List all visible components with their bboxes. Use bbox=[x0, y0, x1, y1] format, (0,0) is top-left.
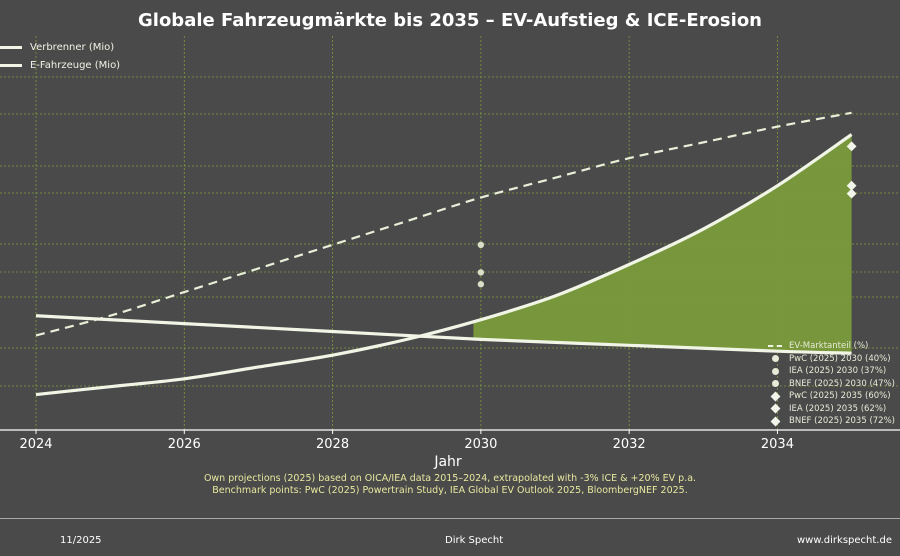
x-tick-label: 2024 bbox=[19, 437, 52, 452]
x-axis-label: Jahr bbox=[433, 454, 462, 470]
legend-label: IEA (2025) 2035 (62%) bbox=[789, 403, 887, 414]
footer-date: 11/2025 bbox=[60, 535, 102, 546]
benchmark-point bbox=[477, 281, 485, 288]
series-line-ev-share bbox=[35, 111, 852, 337]
legend-right: EV-Marktanteil (%) PwC (2025) 2030 (40%)… bbox=[767, 340, 895, 428]
benchmark-diamond bbox=[846, 188, 857, 199]
ev-surplus-area bbox=[473, 134, 852, 354]
legend-label: BNEF (2025) 2030 (47%) bbox=[789, 378, 895, 389]
series-line-ice bbox=[35, 314, 852, 355]
footer-url[interactable]: www.dirkspecht.de bbox=[797, 535, 892, 546]
legend-item-benchmark: IEA (2025) 2030 (37%) bbox=[767, 365, 895, 378]
footnote-line: Own projections (2025) based on OICA/IEA… bbox=[203, 473, 697, 484]
legend-label: E-Fahrzeuge (Mio) bbox=[30, 59, 121, 71]
legend-item-benchmark: PwC (2025) 2035 (60%) bbox=[767, 390, 895, 403]
footnote-line: Benchmark points: PwC (2025) Powertrain … bbox=[212, 485, 688, 496]
series-line-ev bbox=[35, 133, 853, 397]
legend-label: IEA (2025) 2030 (37%) bbox=[789, 366, 887, 377]
legend-left: Verbrenner (Mio) E-Fahrzeuge (Mio) bbox=[0, 38, 120, 74]
footer-author: Dirk Specht bbox=[445, 535, 504, 546]
benchmark-point bbox=[477, 241, 485, 249]
legend-item-benchmark: IEA (2025) 2035 (62%) bbox=[767, 403, 895, 416]
x-tick-label: 2028 bbox=[316, 437, 349, 452]
footer: 11/2025 Dirk Specht www.dirkspecht.de bbox=[0, 518, 900, 556]
legend-item-ice: Verbrenner (Mio) bbox=[0, 38, 120, 56]
x-tick-label: 2034 bbox=[761, 437, 794, 452]
legend-label: PwC (2025) 2030 (40%) bbox=[789, 353, 891, 364]
legend-item-share: EV-Marktanteil (%) bbox=[767, 340, 895, 353]
legend-label: PwC (2025) 2035 (60%) bbox=[789, 391, 891, 402]
footnote: Own projections (2025) based on OICA/IEA… bbox=[0, 473, 900, 497]
x-tick-label: 2030 bbox=[464, 437, 497, 452]
benchmark-point bbox=[477, 269, 485, 276]
benchmark-diamond bbox=[846, 180, 857, 191]
chart-canvas: 2024 2026 2028 2030 2032 2034 Jahr bbox=[0, 36, 900, 470]
legend-item-benchmark: PwC (2025) 2030 (40%) bbox=[767, 353, 895, 366]
benchmark-diamond bbox=[846, 141, 857, 152]
x-tick-label: 2026 bbox=[168, 437, 201, 452]
legend-item-benchmark: BNEF (2025) 2030 (47%) bbox=[767, 378, 895, 391]
chart-title: Globale Fahrzeugmärkte bis 2035 – EV-Auf… bbox=[138, 10, 762, 31]
legend-item-benchmark: BNEF (2025) 2035 (72%) bbox=[767, 415, 895, 428]
legend-label: Verbrenner (Mio) bbox=[30, 41, 115, 53]
legend-label: BNEF (2025) 2035 (72%) bbox=[789, 416, 895, 427]
x-tick-label: 2032 bbox=[613, 437, 646, 452]
legend-item-ev: E-Fahrzeuge (Mio) bbox=[0, 56, 120, 74]
legend-label: EV-Marktanteil (%) bbox=[789, 341, 869, 352]
